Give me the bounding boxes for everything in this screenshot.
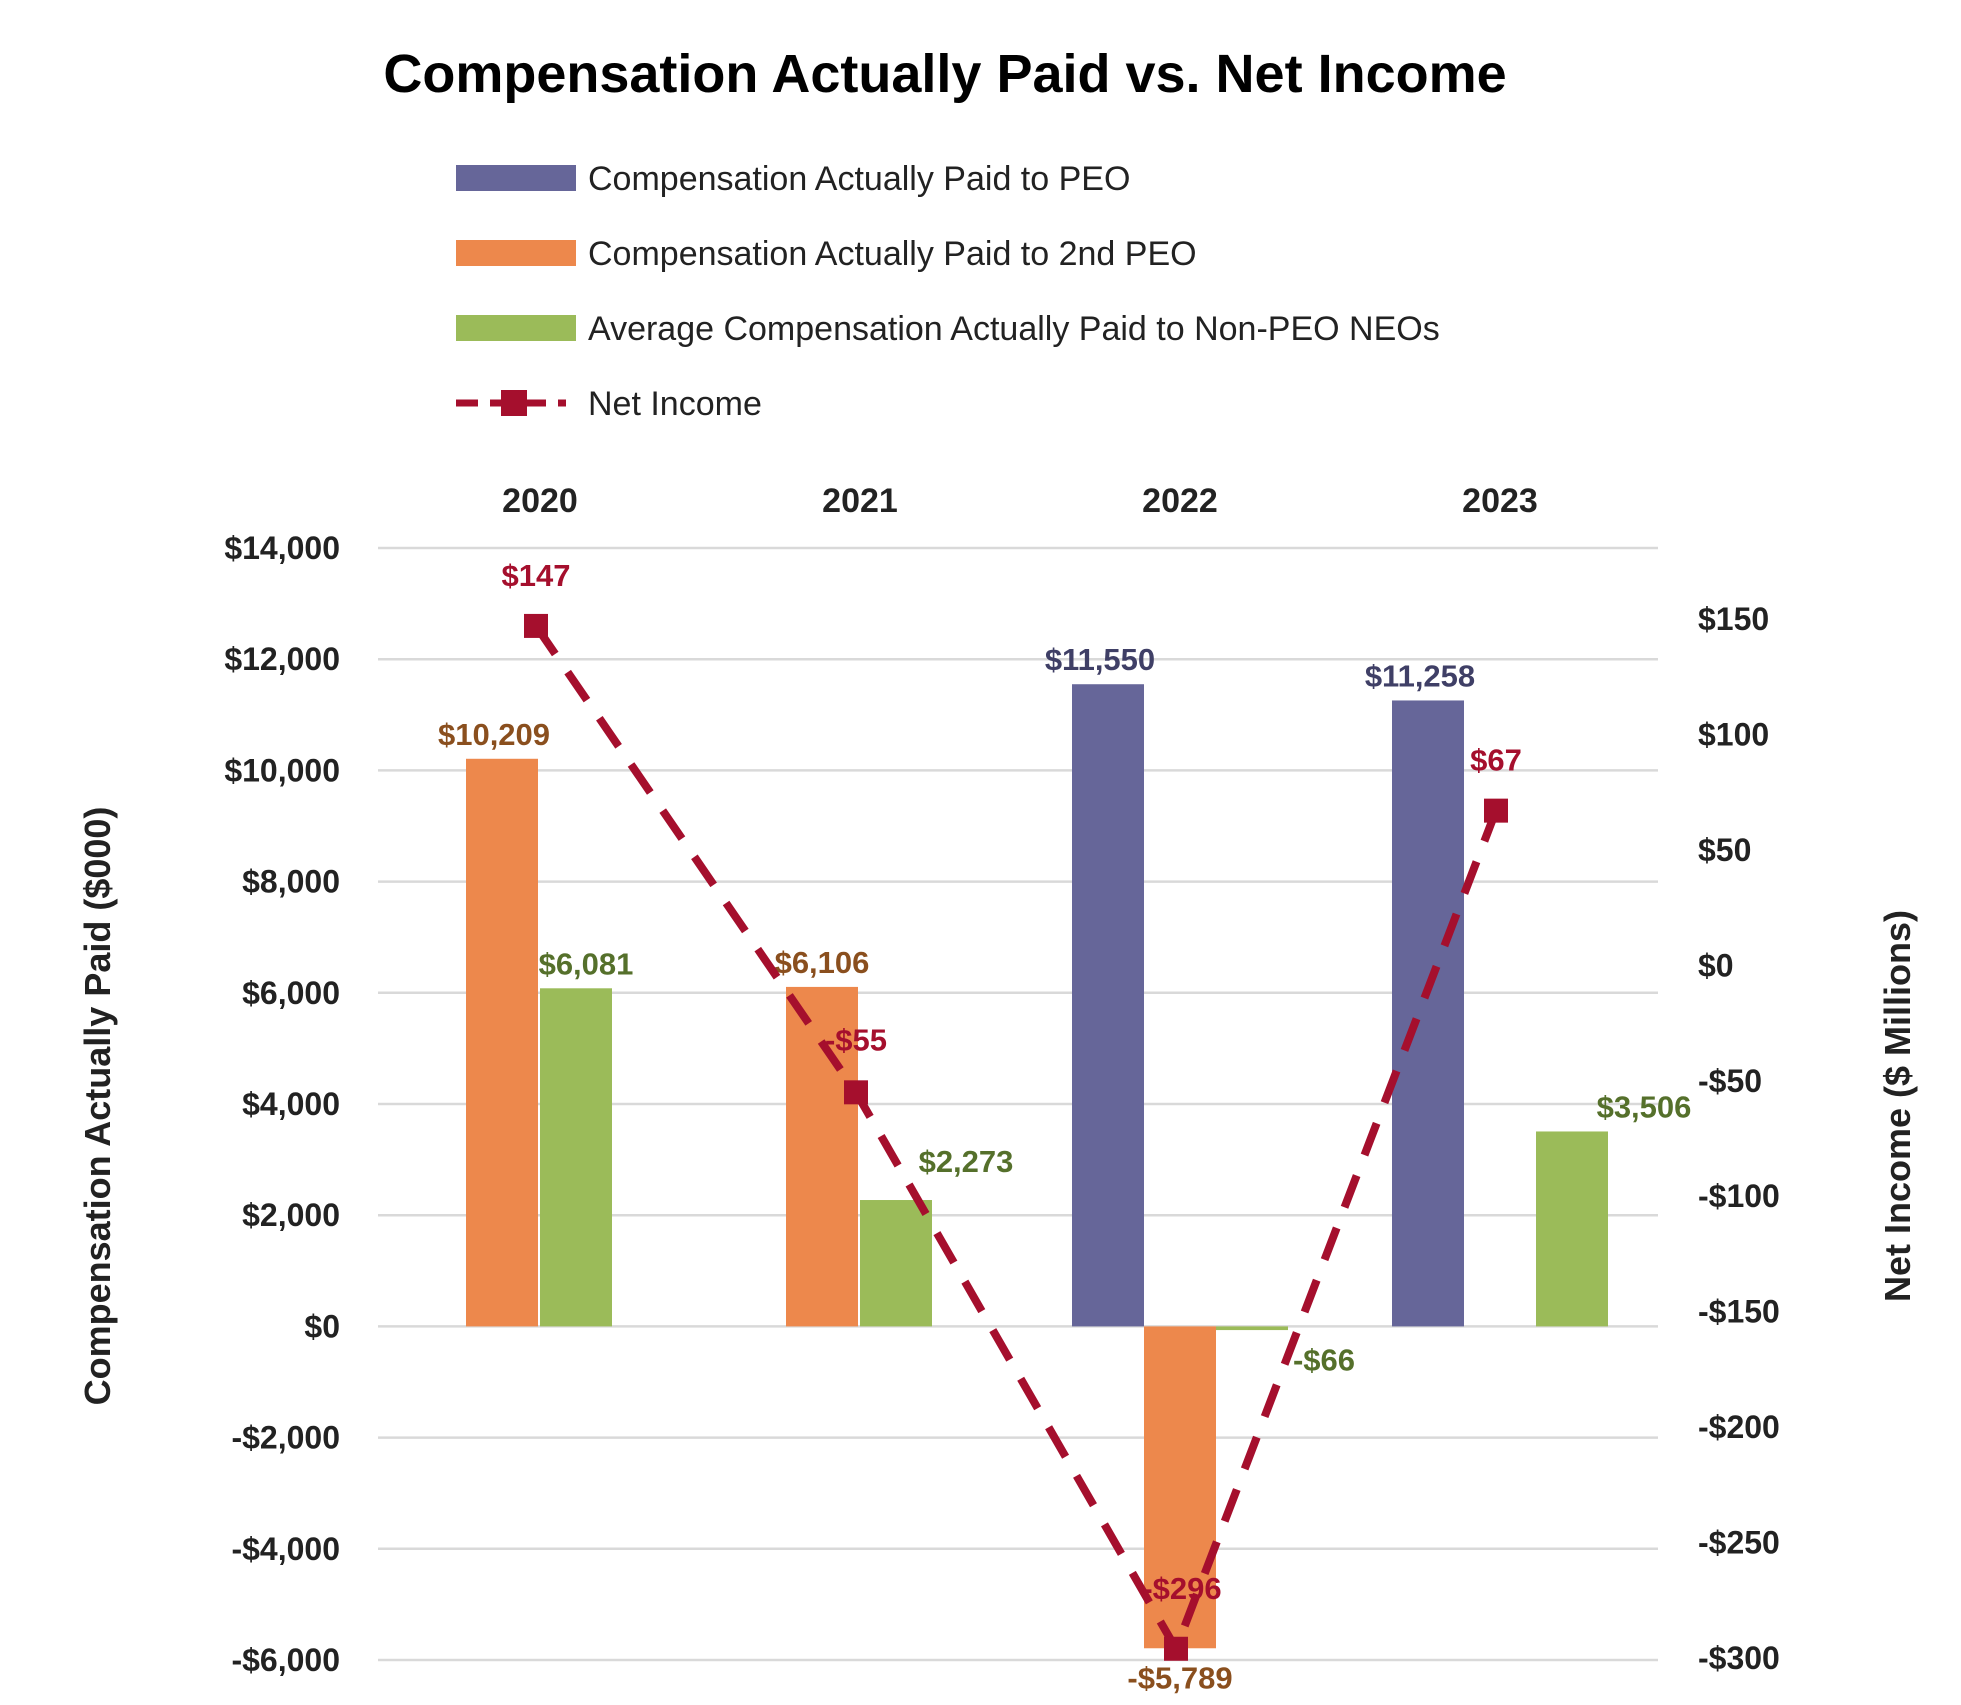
y2-tick-label: $100 <box>1698 716 1769 752</box>
y-tick-label: $4,000 <box>242 1086 340 1122</box>
category-label-2022: 2022 <box>1142 482 1218 520</box>
y-tick-label: -$2,000 <box>231 1420 340 1456</box>
net-income-marker-2020 <box>524 613 548 638</box>
chart-title: Compensation Actually Paid vs. Net Incom… <box>383 44 1506 104</box>
y-tick-label: $6,000 <box>242 975 340 1011</box>
bar-series1-2020 <box>466 758 538 1327</box>
y2-tick-label: $150 <box>1698 601 1769 637</box>
y2-tick-label: $0 <box>1698 947 1734 983</box>
y2-tick-label: -$50 <box>1698 1063 1762 1099</box>
net-income-marker-2021 <box>844 1080 868 1105</box>
y-tick-label: $0 <box>304 1308 340 1344</box>
data-label-series2-2023: $3,506 <box>1597 1089 1692 1124</box>
data-label-series2-2021: $2,273 <box>919 1144 1014 1179</box>
legend-swatch-0 <box>456 165 576 191</box>
y2-tick-label: -$200 <box>1698 1409 1780 1445</box>
y2-tick-label: -$250 <box>1698 1525 1780 1561</box>
category-label-2021: 2021 <box>822 482 898 520</box>
data-label-series1-2021: $6,106 <box>775 945 870 980</box>
y-axis-title: Compensation Actually Paid ($000) <box>77 807 118 1406</box>
y-tick-label: $2,000 <box>242 1197 340 1233</box>
legend-label-0: Compensation Actually Paid to PEO <box>588 160 1130 198</box>
bar-series2-2023 <box>1536 1131 1608 1327</box>
y-tick-label: $14,000 <box>224 530 340 566</box>
y-tick-label: $12,000 <box>224 641 340 677</box>
bar-series2-2020 <box>540 988 612 1327</box>
legend-swatch-1 <box>456 240 576 266</box>
y-tick-label: -$4,000 <box>231 1531 340 1567</box>
net-income-marker-2023 <box>1484 798 1508 823</box>
category-label-2020: 2020 <box>502 482 578 520</box>
data-label-series1-2020: $10,209 <box>438 717 550 752</box>
y2-tick-label: $50 <box>1698 832 1751 868</box>
category-label-2023: 2023 <box>1462 482 1538 520</box>
y-tick-label: $8,000 <box>242 864 340 900</box>
net-income-label-2020: $147 <box>502 558 571 593</box>
legend-label-1: Compensation Actually Paid to 2nd PEO <box>588 235 1197 273</box>
y2-tick-label: -$100 <box>1698 1178 1780 1214</box>
legend-label-3: Net Income <box>588 385 762 423</box>
y-tick-label: $10,000 <box>224 752 340 788</box>
legend-swatch-2 <box>456 315 576 341</box>
y2-axis-title: Net Income ($ Millions) <box>1877 910 1918 1302</box>
net-income-label-2022: -$296 <box>1142 1571 1221 1606</box>
data-label-series1-2022: -$5,789 <box>1127 1660 1232 1695</box>
net-income-label-2021: -$55 <box>825 1022 887 1057</box>
bar-series2-2022 <box>1216 1326 1288 1331</box>
net-income-line <box>532 623 1500 1653</box>
bar-series0-2022 <box>1072 684 1144 1327</box>
y2-tick-label: -$150 <box>1698 1294 1780 1330</box>
bar-series0-2023 <box>1392 700 1464 1327</box>
net-income-label-2023: $67 <box>1470 743 1522 778</box>
data-label-series2-2022: -$66 <box>1293 1342 1355 1377</box>
bar-series1-2022 <box>1144 1326 1216 1649</box>
data-label-series2-2020: $6,081 <box>539 946 634 981</box>
legend-label-2: Average Compensation Actually Paid to No… <box>588 310 1440 348</box>
net-income-marker-2022 <box>1164 1636 1188 1661</box>
data-label-series0-2022: $11,550 <box>1045 642 1155 677</box>
legend-swatch-marker <box>501 390 527 416</box>
y-tick-label: -$6,000 <box>231 1642 340 1678</box>
y2-tick-label: -$300 <box>1698 1640 1780 1676</box>
data-label-series0-2023: $11,258 <box>1365 658 1475 693</box>
bar-series2-2021 <box>860 1200 932 1327</box>
